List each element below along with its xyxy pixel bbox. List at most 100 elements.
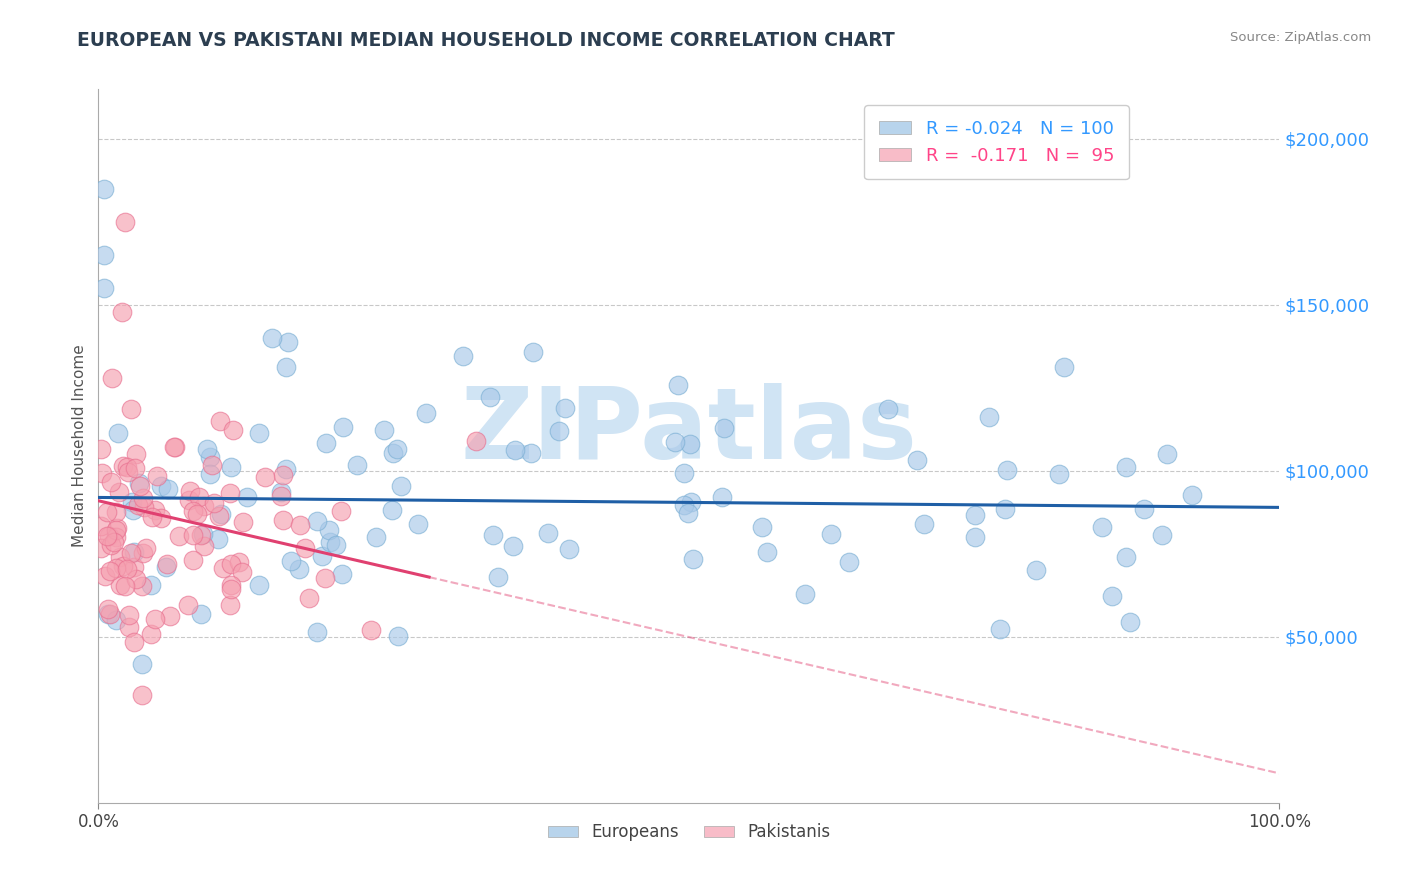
Point	[100, 475, 122, 490]
Point	[1152, 528, 1174, 542]
Point	[176, 598, 198, 612]
Point	[912, 517, 935, 532]
Point	[406, 516, 429, 531]
Point	[664, 434, 686, 449]
Point	[676, 506, 699, 520]
Point	[120, 402, 142, 417]
Point	[105, 530, 128, 544]
Point	[260, 331, 283, 345]
Point	[381, 446, 404, 460]
Point	[1052, 359, 1074, 374]
Point	[190, 527, 212, 541]
Point	[287, 561, 309, 575]
Point	[236, 490, 259, 504]
Point	[125, 572, 148, 586]
Point	[389, 478, 412, 492]
Point	[679, 437, 702, 451]
Point	[520, 446, 543, 460]
Point	[1119, 615, 1142, 629]
Point	[682, 552, 704, 566]
Point	[98, 607, 121, 622]
Point	[193, 539, 215, 553]
Text: EUROPEAN VS PAKISTANI MEDIAN HOUSEHOLD INCOME CORRELATION CHART: EUROPEAN VS PAKISTANI MEDIAN HOUSEHOLD I…	[77, 31, 896, 50]
Point	[270, 489, 292, 503]
Point	[364, 530, 387, 544]
Point	[231, 566, 253, 580]
Point	[307, 514, 329, 528]
Point	[159, 609, 181, 624]
Point	[200, 467, 222, 482]
Point	[247, 578, 270, 592]
Point	[554, 401, 576, 415]
Point	[127, 498, 149, 512]
Point	[141, 627, 163, 641]
Point	[104, 561, 127, 575]
Point	[557, 541, 579, 556]
Point	[105, 613, 128, 627]
Point	[146, 468, 169, 483]
Point	[155, 560, 177, 574]
Point	[141, 578, 163, 592]
Legend: Europeans, Pakistanis: Europeans, Pakistanis	[541, 817, 837, 848]
Point	[108, 550, 131, 565]
Point	[90, 519, 112, 533]
Point	[838, 555, 860, 569]
Point	[253, 470, 276, 484]
Point	[1091, 520, 1114, 534]
Point	[877, 402, 900, 417]
Point	[93, 248, 115, 262]
Point	[451, 349, 474, 363]
Point	[157, 482, 180, 496]
Point	[117, 619, 139, 633]
Point	[193, 499, 215, 513]
Point	[141, 509, 163, 524]
Point	[163, 441, 186, 455]
Point	[294, 541, 316, 555]
Point	[503, 442, 526, 457]
Point	[177, 493, 200, 508]
Point	[756, 545, 779, 559]
Point	[315, 436, 337, 450]
Point	[346, 458, 368, 472]
Point	[104, 505, 127, 519]
Text: Source: ZipAtlas.com: Source: ZipAtlas.com	[1230, 31, 1371, 45]
Point	[1101, 589, 1123, 603]
Point	[103, 535, 125, 549]
Point	[94, 569, 117, 583]
Point	[270, 485, 292, 500]
Point	[169, 528, 191, 542]
Point	[111, 304, 134, 318]
Point	[360, 623, 382, 637]
Point	[222, 423, 245, 437]
Point	[107, 425, 129, 440]
Point	[100, 564, 122, 578]
Point	[1156, 447, 1178, 461]
Point	[221, 557, 243, 571]
Point	[751, 519, 773, 533]
Point	[163, 441, 186, 455]
Point	[114, 579, 136, 593]
Point	[794, 587, 817, 601]
Point	[387, 442, 409, 457]
Point	[228, 555, 250, 569]
Point	[209, 508, 232, 522]
Point	[143, 503, 166, 517]
Point	[201, 458, 224, 473]
Point	[905, 452, 928, 467]
Point	[332, 566, 354, 581]
Point	[522, 344, 544, 359]
Point	[318, 524, 340, 538]
Point	[381, 503, 404, 517]
Point	[135, 541, 157, 556]
Point	[977, 409, 1000, 424]
Point	[128, 476, 150, 491]
Point	[277, 335, 299, 350]
Point	[121, 495, 143, 509]
Point	[247, 425, 270, 440]
Point	[314, 570, 336, 584]
Point	[207, 532, 229, 546]
Point	[1181, 488, 1204, 502]
Point	[502, 539, 524, 553]
Point	[997, 463, 1019, 477]
Point	[232, 515, 254, 529]
